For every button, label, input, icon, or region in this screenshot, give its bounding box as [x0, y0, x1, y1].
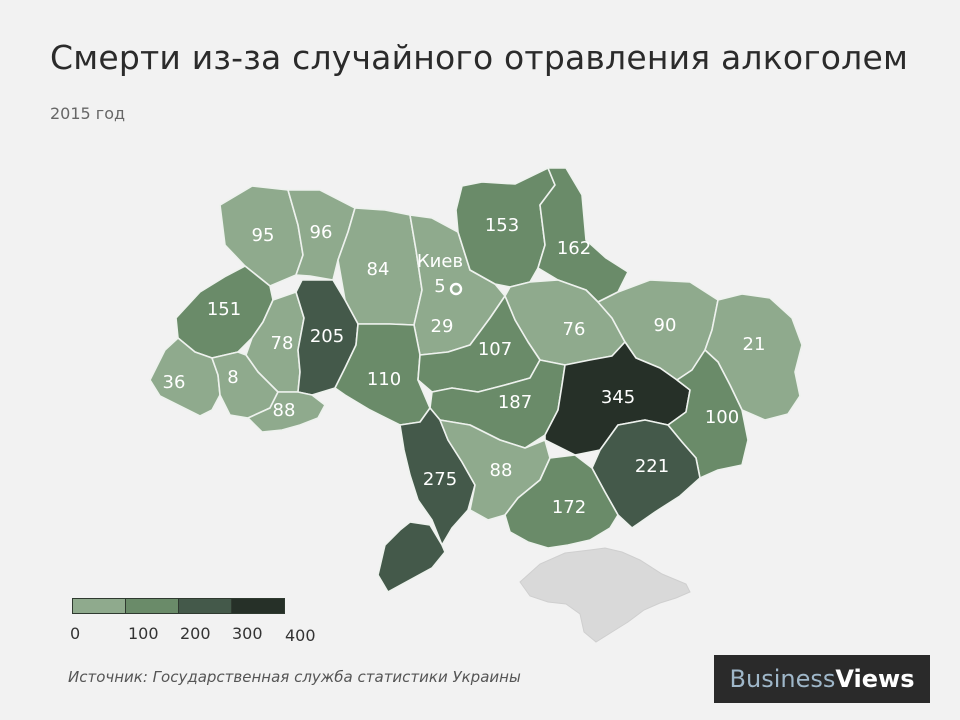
label-volyn: 95	[252, 225, 275, 246]
kyiv-city-value: 5	[434, 276, 445, 297]
businessviews-logo: Business Views	[714, 655, 930, 703]
source-note: Источник: Государственная служба статист…	[68, 668, 521, 686]
legend-tick-100: 100	[128, 624, 159, 643]
label-kyiv-oblast: 29	[431, 316, 454, 337]
region-kherson[interactable]	[504, 454, 619, 549]
label-zaporizhzhia: 221	[635, 456, 669, 477]
region-donetsk[interactable]	[667, 349, 749, 479]
legend-tick-200: 200	[180, 624, 211, 643]
label-sumy: 162	[557, 238, 591, 259]
label-vinnytsia: 110	[367, 369, 401, 390]
label-zhytomyr: 84	[367, 259, 390, 280]
legend-tick-400: 400	[285, 626, 316, 645]
legend-swatch-1	[72, 598, 126, 614]
logo-part-views: Views	[835, 665, 915, 693]
kyiv-city-marker[interactable]	[449, 282, 463, 296]
legend-swatch-3	[178, 598, 232, 614]
label-kherson: 172	[552, 497, 586, 518]
legend-tick-0: 0	[70, 624, 81, 643]
legend-color-scale	[72, 598, 285, 614]
label-odesa: 275	[423, 469, 457, 490]
legend-swatch-2	[125, 598, 179, 614]
crimea-region	[519, 547, 691, 643]
label-donetsk: 100	[705, 407, 739, 428]
label-lviv: 151	[207, 299, 241, 320]
label-luhansk: 21	[743, 334, 766, 355]
label-rivne: 96	[310, 222, 333, 243]
label-mykolaiv: 88	[490, 460, 513, 481]
page-title: Смерти из-за случайного отравления алког…	[50, 38, 909, 77]
label-kirovohrad: 187	[498, 392, 532, 413]
label-kharkiv: 90	[654, 315, 677, 336]
label-chernivtsi: 88	[273, 400, 296, 421]
page-subtitle: 2015 год	[50, 104, 126, 123]
label-dnipropetrovsk: 345	[601, 387, 635, 408]
label-ivano-frankivsk: 8	[227, 367, 238, 388]
label-zakarpattia: 36	[163, 372, 186, 393]
region-chernivtsi[interactable]	[247, 391, 326, 433]
label-cherkasy: 107	[478, 339, 512, 360]
label-chernihiv: 153	[485, 215, 519, 236]
label-khmelnytskyi: 205	[310, 326, 344, 347]
legend-swatch-4	[231, 598, 285, 614]
label-poltava: 76	[563, 319, 586, 340]
logo-part-business: Business	[729, 665, 836, 693]
kyiv-city-label: Киев	[417, 251, 463, 272]
label-ternopil: 78	[271, 333, 294, 354]
legend-tick-300: 300	[232, 624, 263, 643]
